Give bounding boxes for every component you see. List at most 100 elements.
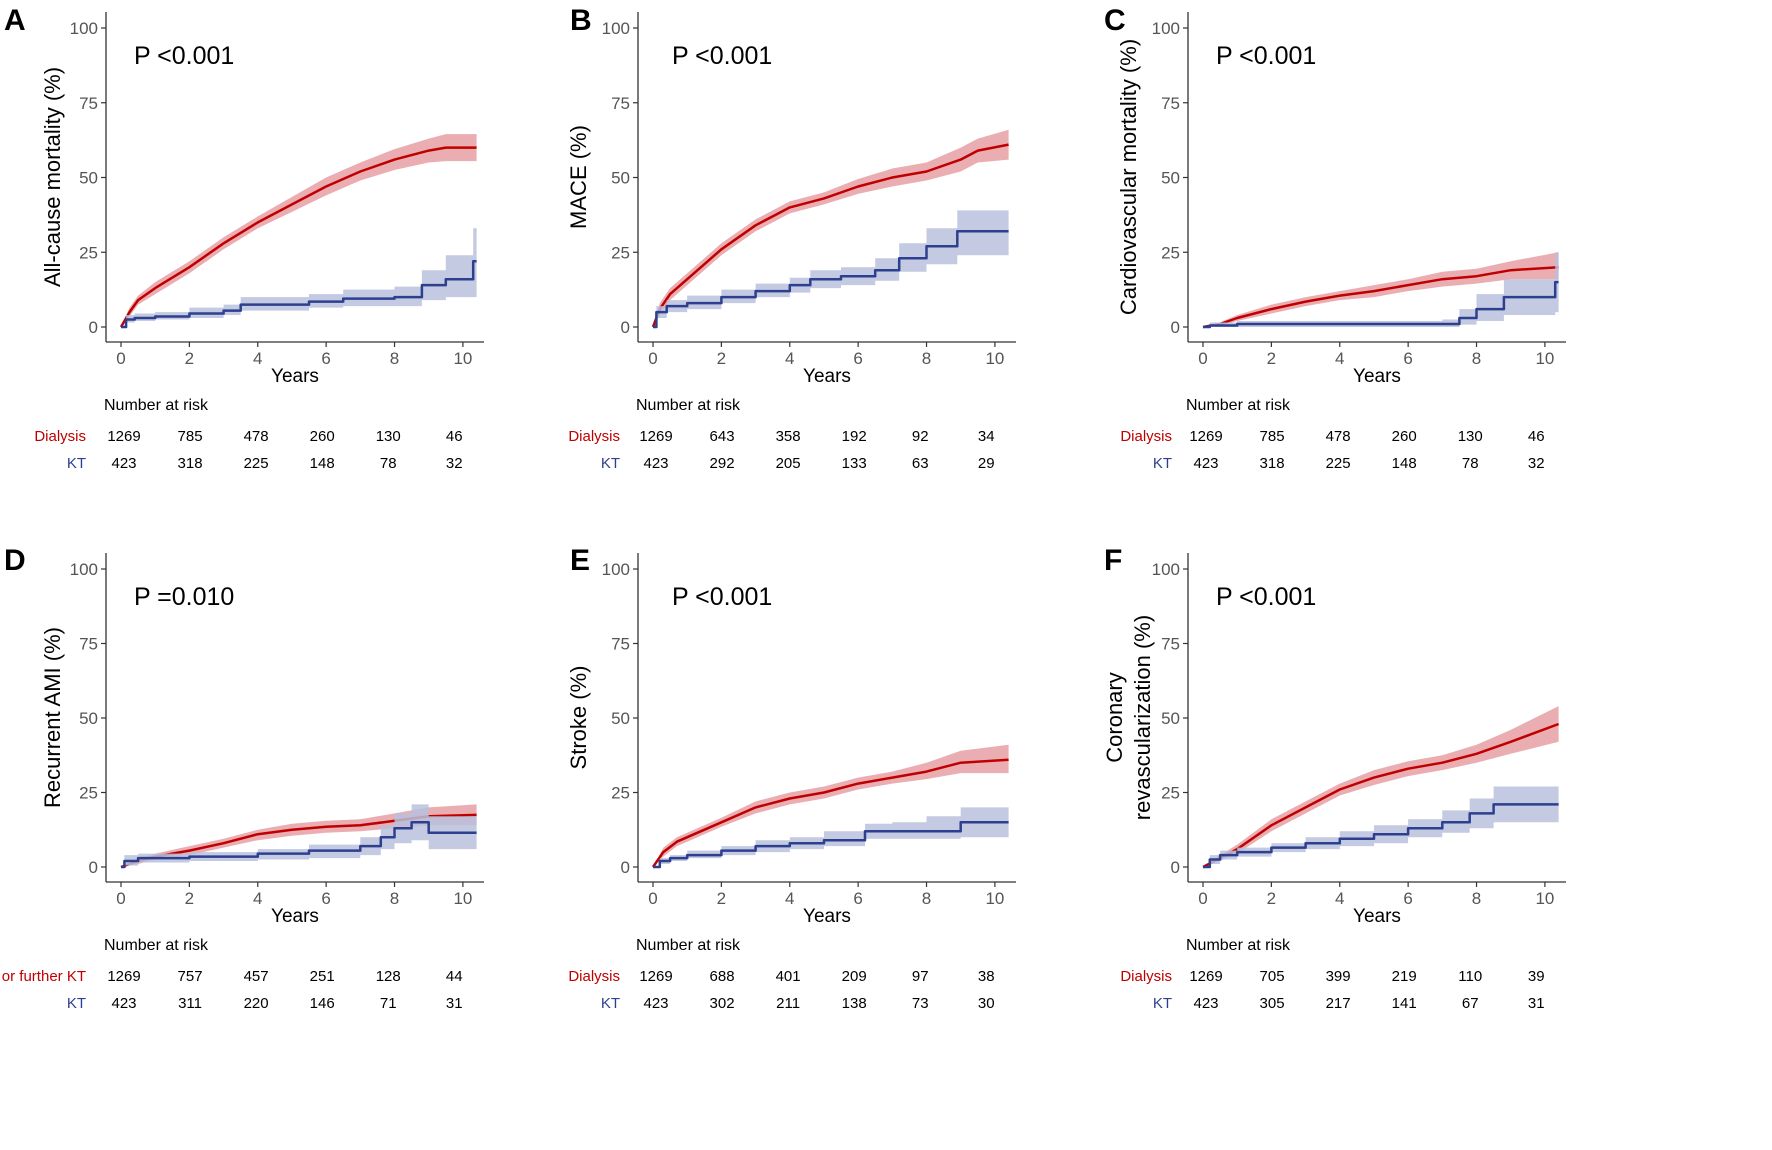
risk-count: 130 [1458,428,1483,445]
x-tick-label: 4 [785,889,794,908]
risk-count: 478 [1326,428,1351,445]
x-tick-label: 0 [1198,889,1207,908]
risk-count: 130 [376,428,401,445]
ci-band-dialysis [121,804,477,867]
x-tick-label: 8 [922,349,931,368]
y-axis-title: Recurrent AMI (%) [40,627,65,808]
x-tick-label: 2 [185,349,194,368]
risk-count: 78 [1462,455,1479,472]
x-tick-label: 10 [1535,349,1554,368]
p-value: P =0.010 [134,583,234,611]
risk-count: 29 [978,455,995,472]
p-value: P <0.001 [1216,583,1316,611]
ci-band-kt [653,210,1009,327]
y-tick-label: 25 [611,243,630,262]
risk-table-title: Number at risk [1186,937,1291,954]
risk-count: 34 [978,428,995,445]
series-line-dialysis [651,758,1009,868]
ci-band-kt [1203,786,1559,867]
x-tick-label: 8 [922,889,931,908]
x-tick-label: 0 [1198,349,1207,368]
risk-count: 423 [111,455,136,472]
risk-group-label: Dialysis [34,428,86,445]
risk-count: 705 [1260,968,1285,985]
risk-count: 423 [1193,995,1218,1012]
y-tick-label: 100 [1152,19,1180,38]
risk-count: 1269 [639,968,672,985]
y-tick-label: 75 [611,635,630,654]
risk-count: 225 [1326,455,1351,472]
x-tick-label: 4 [785,349,794,368]
risk-count: 423 [643,995,668,1012]
y-axis-title: Coronary revascularization (%) [1102,615,1155,820]
risk-count: 211 [776,995,800,1012]
y-tick-label: 50 [611,709,630,728]
risk-count: 302 [710,995,735,1012]
x-tick-label: 8 [390,889,399,908]
p-value: P <0.001 [672,583,772,611]
x-tick-label: 6 [1403,349,1412,368]
risk-count: 71 [380,995,397,1012]
series-line-kt [121,821,477,869]
series-line-kt [121,259,477,329]
panel-letter: D [4,544,26,577]
risk-count: 128 [376,968,401,985]
risk-count: 220 [244,995,269,1012]
y-tick-label: 25 [611,784,630,803]
risk-count: 305 [1260,995,1285,1012]
risk-count: 1269 [1189,968,1222,985]
ci-band-kt [653,807,1009,867]
y-tick-label: 0 [1171,858,1180,877]
risk-count: 32 [446,455,463,472]
risk-count: 31 [446,995,463,1012]
risk-count: 1269 [1189,428,1222,445]
ci-band-dialysis [653,744,1009,867]
series-line-dialysis [651,143,1009,328]
risk-count: 63 [912,455,929,472]
risk-count: 225 [244,455,269,472]
y-tick-label: 25 [1161,243,1180,262]
risk-count: 97 [912,968,929,985]
y-tick-label: 50 [611,169,630,188]
risk-count: 209 [842,968,867,985]
risk-count: 478 [244,428,269,445]
panel-letter: B [570,4,592,37]
x-axis-title: Years [803,366,851,387]
panel-letter: F [1104,544,1122,577]
y-tick-label: 50 [79,709,98,728]
x-tick-label: 6 [853,349,862,368]
y-axis-title: Stroke (%) [566,666,591,770]
risk-count: 46 [446,428,463,445]
x-tick-label: 6 [321,349,330,368]
risk-count: 67 [1462,995,1479,1012]
risk-count: 138 [842,995,867,1012]
risk-count: 423 [111,995,136,1012]
risk-count: 643 [710,428,735,445]
risk-count: 785 [178,428,203,445]
y-tick-label: 25 [79,784,98,803]
y-tick-label: 75 [611,94,630,113]
risk-count: 32 [1528,455,1545,472]
risk-group-label: KT [1153,455,1172,472]
risk-count: 141 [1392,995,1417,1012]
y-tick-label: 100 [70,560,98,579]
risk-count: 260 [1392,428,1417,445]
series-line-kt [653,230,1009,329]
x-axis-title: Years [271,366,319,387]
risk-count: 46 [1528,428,1545,445]
risk-count: 318 [178,455,203,472]
x-tick-label: 6 [853,889,862,908]
risk-count: 785 [1260,428,1285,445]
risk-count: 148 [1392,455,1417,472]
y-tick-label: 0 [621,858,630,877]
risk-count: 39 [1528,968,1545,985]
y-tick-label: 75 [79,635,98,654]
x-tick-label: 0 [116,349,125,368]
risk-count: 358 [776,428,801,445]
p-value: P <0.001 [134,42,234,70]
ci-band-dialysis [653,129,1009,327]
panel-letter: E [570,544,590,577]
risk-table-title: Number at risk [1186,397,1291,414]
